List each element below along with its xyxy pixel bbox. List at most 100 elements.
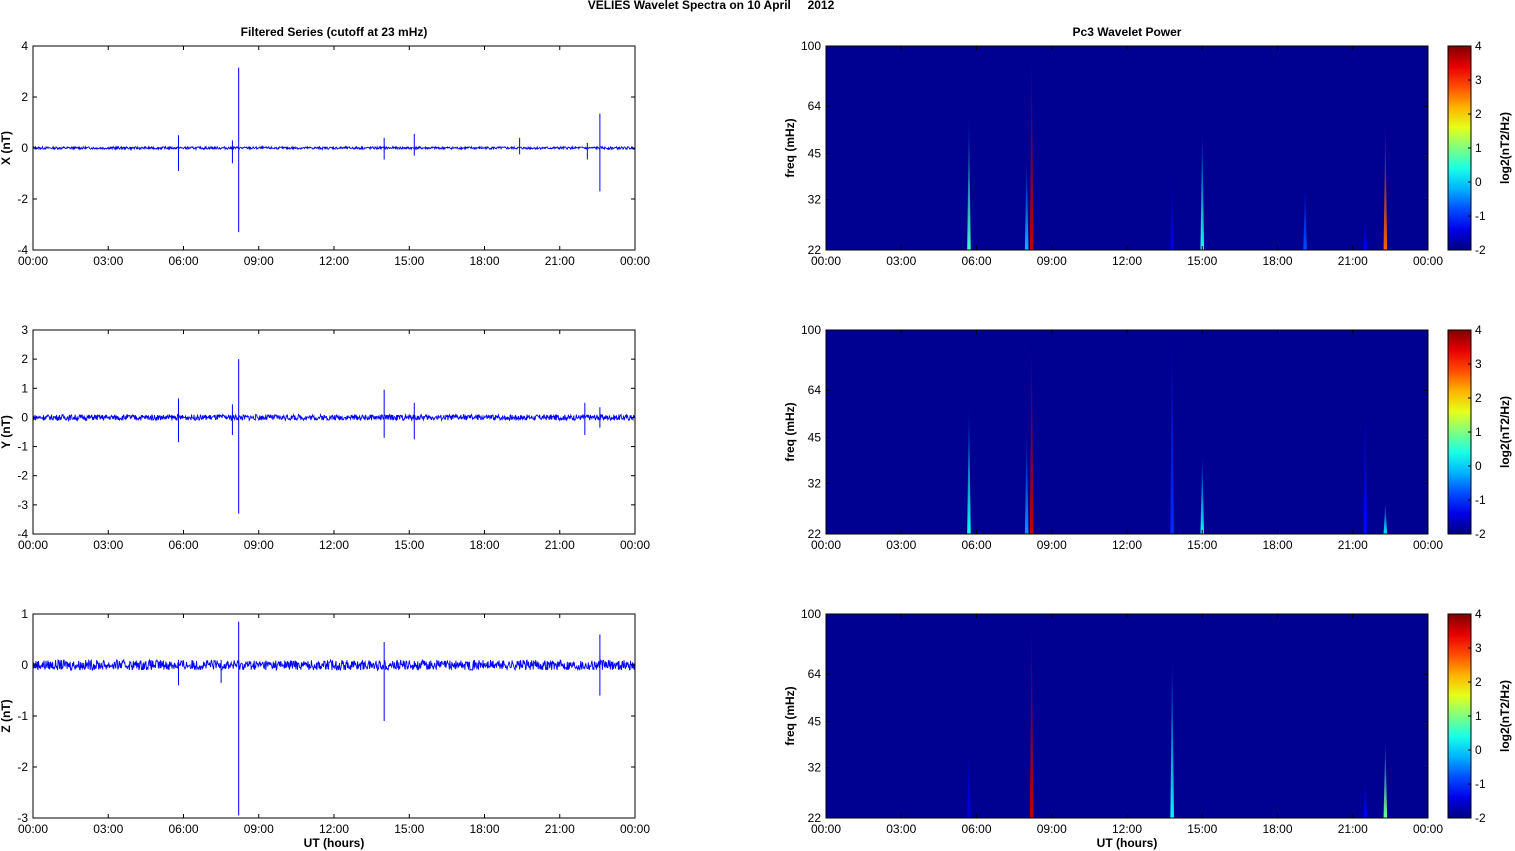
heatmap-feature — [1303, 183, 1307, 250]
colorbar-tick-label: -2 — [1475, 811, 1486, 825]
y-tick-label: 100 — [801, 323, 821, 337]
colorbar: -2 -1 0 1 2 3 4 log2(nT2/Hz) — [1447, 39, 1512, 257]
x-axis-label: UT (hours) — [304, 836, 365, 850]
x-tick-label: 03:00 — [93, 254, 123, 268]
colorbar: -2 -1 0 1 2 3 4 log2(nT2/Hz) — [1447, 607, 1512, 825]
colorbar-tick-label: 0 — [1475, 175, 1482, 189]
heatmap-feature — [1383, 501, 1388, 534]
x-tick-label: 00:00 — [620, 822, 650, 836]
x-tick-label: 18:00 — [469, 822, 499, 836]
x-tick-label: 03:00 — [886, 254, 916, 268]
y-tick-label: 45 — [808, 431, 822, 445]
colorbar-tick-label: 4 — [1475, 607, 1482, 621]
heatmap-feature — [1363, 217, 1368, 250]
axes-title: Filtered Series (cutoff at 23 mHz) — [241, 25, 428, 39]
axes-title: Pc3 Wavelet Power — [1073, 25, 1182, 39]
x-tick-label: 09:00 — [1037, 822, 1067, 836]
x-tick-label: 12:00 — [319, 822, 349, 836]
heatmap-feature — [1029, 46, 1034, 250]
x-tick-label: 21:00 — [545, 822, 575, 836]
x-tick-label: 21:00 — [1338, 822, 1368, 836]
data-trace — [32, 145, 636, 152]
y-axis-label: Y (nT) — [0, 415, 13, 449]
y-tick-label: 22 — [808, 527, 822, 541]
colorbar-tick-label: 3 — [1475, 357, 1482, 371]
colorbar-scale — [1447, 613, 1472, 819]
colorbar-tick-label: -2 — [1475, 527, 1486, 541]
colorbar: -2 -1 0 1 2 3 4 log2(nT2/Hz) — [1447, 323, 1512, 541]
y-tick-label: 45 — [808, 147, 822, 161]
ts-z-chart: -3 -2 -1 0 1 00:00 03:00 06:00 09:00 12:00 15:00 18… — [0, 607, 650, 850]
x-tick-label: 15:00 — [394, 254, 424, 268]
x-tick-label: 06:00 — [168, 822, 198, 836]
y-tick-label: 0 — [21, 410, 28, 424]
colorbar-tick-label: -1 — [1475, 777, 1486, 791]
x-tick-label: 09:00 — [1037, 538, 1067, 552]
colorbar-tick-label: -2 — [1475, 243, 1486, 257]
colorbar-tick-label: -1 — [1475, 209, 1486, 223]
colorbar-label: log2(nT2/Hz) — [1498, 680, 1512, 752]
x-tick-label: 09:00 — [244, 538, 274, 552]
x-tick-label: 00:00 — [18, 538, 48, 552]
x-tick-label: 21:00 — [1338, 538, 1368, 552]
x-tick-label: 09:00 — [244, 822, 274, 836]
y-tick-label: 1 — [21, 381, 28, 395]
x-tick-label: 03:00 — [886, 538, 916, 552]
colorbar-tick-label: 1 — [1475, 425, 1482, 439]
y-axis-label: freq (mHz) — [783, 118, 797, 177]
x-tick-label: 15:00 — [1187, 822, 1217, 836]
x-tick-label: 06:00 — [168, 538, 198, 552]
y-tick-label: 32 — [808, 477, 822, 491]
heatmap-feature — [1170, 652, 1174, 818]
axes-frame — [32, 613, 636, 819]
x-tick-label: 09:00 — [1037, 254, 1067, 268]
colorbar-tick-label: 4 — [1475, 39, 1482, 53]
y-tick-label: 64 — [808, 667, 822, 681]
heatmap-feature — [1363, 776, 1368, 818]
y-tick-label: 4 — [21, 39, 28, 53]
colorbar-tick-label: 2 — [1475, 107, 1482, 121]
x-tick-label: 21:00 — [545, 538, 575, 552]
y-tick-label: 100 — [801, 607, 821, 621]
colorbar-tick-label: 3 — [1475, 73, 1482, 87]
heatmap-background — [826, 46, 1428, 250]
y-tick-label: 22 — [808, 243, 822, 257]
y-tick-label: 22 — [808, 811, 822, 825]
y-tick-label: 0 — [21, 658, 28, 672]
x-axis-label: UT (hours) — [1097, 836, 1158, 850]
colorbar-tick-label: 4 — [1475, 323, 1482, 337]
colorbar-tick-label: 1 — [1475, 141, 1482, 155]
x-tick-label: 18:00 — [1262, 254, 1292, 268]
y-tick-label: 100 — [801, 39, 821, 53]
heatmap-feature — [1024, 428, 1029, 534]
y-tick-label: -2 — [17, 469, 28, 483]
colorbar-scale — [1447, 329, 1472, 535]
y-tick-label: 1 — [21, 607, 28, 621]
heatmap-feature — [1170, 176, 1174, 250]
x-tick-label: 00:00 — [811, 538, 841, 552]
x-tick-label: 12:00 — [1112, 538, 1142, 552]
x-tick-label: 00:00 — [620, 254, 650, 268]
heatmap-feature — [967, 744, 971, 818]
y-tick-label: -3 — [17, 498, 28, 512]
x-tick-label: 12:00 — [1112, 254, 1142, 268]
y-tick-label: 64 — [808, 99, 822, 113]
x-tick-label: 15:00 — [394, 538, 424, 552]
y-axis-label: freq (mHz) — [783, 686, 797, 745]
y-axis-label: freq (mHz) — [783, 402, 797, 461]
y-tick-label: -2 — [17, 760, 28, 774]
colorbar-tick-label: 2 — [1475, 391, 1482, 405]
y-tick-label: 32 — [808, 761, 822, 775]
x-tick-label: 06:00 — [961, 538, 991, 552]
heatmap-background — [826, 614, 1428, 818]
colorbar-tick-label: 0 — [1475, 459, 1482, 473]
heatmap-feature — [1029, 614, 1034, 818]
heatmap-feature — [1029, 330, 1034, 534]
x-tick-label: 00:00 — [1413, 822, 1443, 836]
axes-frame — [32, 329, 636, 535]
data-trace — [32, 658, 636, 672]
x-tick-label: 03:00 — [93, 822, 123, 836]
